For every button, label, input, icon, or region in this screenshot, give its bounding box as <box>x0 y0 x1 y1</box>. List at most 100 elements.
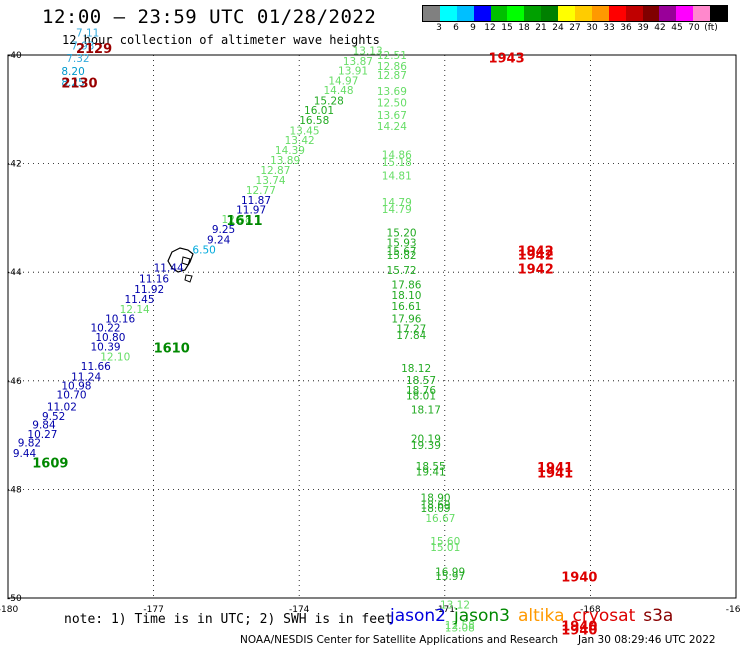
footer-credit: NOAA/NESDIS Center for Satellite Applica… <box>240 634 716 646</box>
swh-value-label: 11.87 <box>241 195 271 207</box>
swh-value-label: 16.58 <box>299 115 329 127</box>
swh-value-label: 14.79 <box>382 204 412 216</box>
lat-tick-label: -40 <box>7 51 22 61</box>
swh-value-label: 15.67 <box>387 246 417 258</box>
swh-value-label: 10.98 <box>61 380 91 392</box>
legend-swatch <box>693 6 711 21</box>
swh-value-label: 18.55 <box>416 461 446 473</box>
swh-value-label: 15.60 <box>430 536 460 548</box>
legend-tick: 27 <box>569 23 581 33</box>
island-outline <box>167 247 194 283</box>
pass-time-label: 1942 <box>518 249 554 264</box>
lat-tick-label: -44 <box>7 268 22 278</box>
lat-tick-label: -50 <box>7 594 22 604</box>
swh-value-label: 18.12 <box>401 363 431 375</box>
satellite-s3a: s3a <box>643 606 674 626</box>
satellite-cryosat: cryosat <box>572 606 636 626</box>
swh-value-label: 15.28 <box>314 95 344 107</box>
swh-value-label: 16.67 <box>425 513 455 525</box>
swh-value-label: 15.97 <box>435 571 465 583</box>
swh-value-label: 17.86 <box>391 279 421 291</box>
swh-value-label: 15.01 <box>430 542 460 554</box>
legend-tick: 42 <box>654 23 666 33</box>
lat-tick-label: -48 <box>7 485 22 495</box>
swh-value-label: 12.14 <box>120 304 150 316</box>
swh-value-label: 10.70 <box>57 390 87 402</box>
swh-value-label: 11.24 <box>71 371 101 383</box>
lat-tick-label: -42 <box>7 160 22 170</box>
credit-text: NOAA/NESDIS Center for Satellite Applica… <box>240 634 558 646</box>
page-subtitle: 12 hour collection of altimeter wave hei… <box>62 33 380 47</box>
legend-swatch <box>473 6 491 21</box>
map-grid <box>8 55 736 598</box>
lon-tick-label: -174 <box>289 605 310 615</box>
legend-swatch <box>642 6 660 21</box>
swh-value-label: 9.84 <box>32 420 56 432</box>
satellite-jason2: jason2 <box>390 606 446 626</box>
legend-tick: 21 <box>535 23 547 33</box>
pass-time-label: 1611 <box>226 214 262 229</box>
pass-time-label: 1941 <box>537 466 573 481</box>
swh-value-label: 18.57 <box>406 375 436 387</box>
swh-value-label: 10.39 <box>91 341 121 353</box>
swh-value-label: 11.97 <box>236 205 266 217</box>
pass-time-label: 2129 <box>76 42 112 57</box>
satellite-altika: altika <box>518 606 565 626</box>
swh-value-label: 19.39 <box>411 440 441 452</box>
swh-value-label: 9.52 <box>42 411 65 423</box>
swh-value-label: 12.58 <box>222 214 252 226</box>
swh-value-label: 10.16 <box>105 314 135 326</box>
pass-time-label: 1609 <box>32 457 68 472</box>
lon-tick-label: -168 <box>580 605 601 615</box>
legend-swatch <box>456 6 474 21</box>
lon-tick-label: -165 <box>726 605 740 615</box>
swh-value-label: 19.41 <box>416 466 446 478</box>
swh-value-label: 13.69 <box>377 86 407 98</box>
swh-value-label: 20.19 <box>411 434 441 446</box>
legend-tick: 18 <box>518 23 530 33</box>
swh-value-label: 9.25 <box>212 224 235 236</box>
lat-tick-label: -46 <box>7 377 22 387</box>
swh-value-label: 15.18 <box>382 157 412 169</box>
swh-value-label: 12.86 <box>377 61 407 73</box>
swh-value-label: 13.13 <box>353 45 383 57</box>
pass-time-label: 1940 <box>561 620 597 635</box>
swh-value-label: 13.42 <box>285 135 315 147</box>
swh-value-label: 7.11 <box>76 28 99 40</box>
page-title: 12:00 — 23:59 UTC 01/28/2022 <box>42 6 377 28</box>
legend-swatch <box>423 6 440 21</box>
legend-tick: 70 <box>688 23 700 33</box>
legend-swatch <box>541 6 559 21</box>
swh-value-label: 15.93 <box>387 238 417 250</box>
swh-value-label: 13.08 <box>445 623 475 635</box>
satellite-legend: jason2 jason3 altika cryosat s3a <box>390 606 681 626</box>
swh-value-label: 8.25 <box>61 77 84 89</box>
swh-value-label: 11.16 <box>139 274 169 286</box>
swh-value-label: 14.79 <box>382 197 412 209</box>
swh-value-label: 15.82 <box>387 250 417 262</box>
swh-value-label: 15.72 <box>387 265 417 277</box>
swh-value-label: 9.44 <box>13 448 37 460</box>
pass-time-label: 1940 <box>561 571 597 586</box>
legend-swatch <box>524 6 542 21</box>
axis-tick-labels: -180 -177 -174 -171 -168 -165 -40 -42 -44 -46 -48 -… <box>0 51 740 615</box>
legend-tick: 36 <box>620 23 632 33</box>
swh-value-label: 11.02 <box>47 402 77 414</box>
swh-value-label: 11.66 <box>81 361 111 373</box>
swh-value-label: 13.67 <box>377 110 407 122</box>
swh-value-label: 13.89 <box>270 155 300 167</box>
swh-values: 8.258.207.327.937.11 9.449.8210.279.849.5… <box>13 28 475 635</box>
legend-swatch <box>676 6 694 21</box>
legend-tick: 24 <box>552 23 564 33</box>
pass-time-label: 1942 <box>518 244 554 259</box>
swh-value-label: 18.10 <box>391 290 421 302</box>
swh-value-label: 16.01 <box>304 105 334 117</box>
legend-tick: 6 <box>453 23 459 33</box>
swh-value-label: 13.74 <box>256 175 286 187</box>
swh-value-label: 11.45 <box>124 294 154 306</box>
pass-time-label: 1610 <box>154 342 190 357</box>
pass-time-label: 1943 <box>488 52 524 67</box>
legend-tick: 33 <box>603 23 615 33</box>
swh-value-label: 6.50 <box>192 245 215 257</box>
